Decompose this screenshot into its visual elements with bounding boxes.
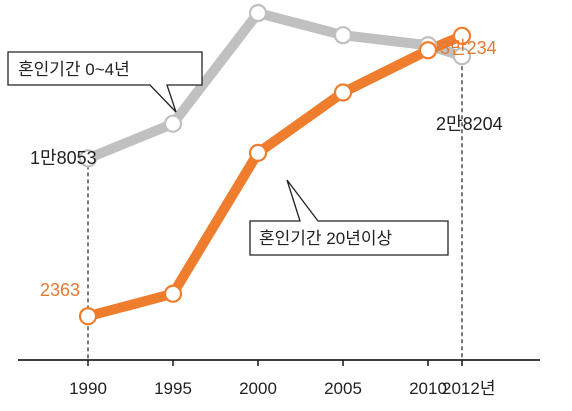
x-tick-label: 2010 — [409, 379, 447, 398]
data-point-gray — [163, 114, 183, 133]
callout-box-gray — [7, 51, 203, 113]
data-point-orange — [78, 307, 98, 326]
x-tick-label: 1990 — [69, 379, 107, 398]
legend-callout-orange: 혼인기간 20년이상 — [249, 179, 449, 256]
data-point-gray — [333, 26, 353, 45]
x-tick-label: 2012년 — [442, 379, 495, 398]
data-point-orange — [248, 143, 268, 162]
data-point-orange — [418, 41, 438, 60]
data-point-orange — [452, 26, 472, 45]
guide-layer — [87, 66, 463, 360]
data-point-orange — [333, 83, 353, 102]
series-layer — [78, 3, 472, 326]
x-tick-label: 1995 — [154, 379, 192, 398]
x-tick-label: 2000 — [239, 379, 277, 398]
data-point-gray — [78, 149, 98, 168]
label-orange-start: 2363 — [40, 280, 80, 300]
callout-box-orange — [249, 179, 449, 256]
data-point-gray — [452, 47, 472, 66]
label-gray-end: 2만8204 — [436, 114, 503, 134]
legend-label-orange: 혼인기간 20년이상 — [259, 229, 392, 248]
x-tick-label: 2005 — [324, 379, 362, 398]
legend-label-gray: 혼인기간 0~4년 — [18, 60, 130, 79]
label-orange-end: 3만234 — [440, 38, 497, 58]
data-point-gray — [248, 3, 268, 23]
legend-callout-gray: 혼인기간 0~4년 — [7, 51, 203, 113]
data-point-orange — [163, 284, 183, 303]
label-gray-start: 1만8053 — [30, 148, 97, 168]
label-layer: 1만8053 2만8204 2363 3만234 — [30, 38, 503, 300]
